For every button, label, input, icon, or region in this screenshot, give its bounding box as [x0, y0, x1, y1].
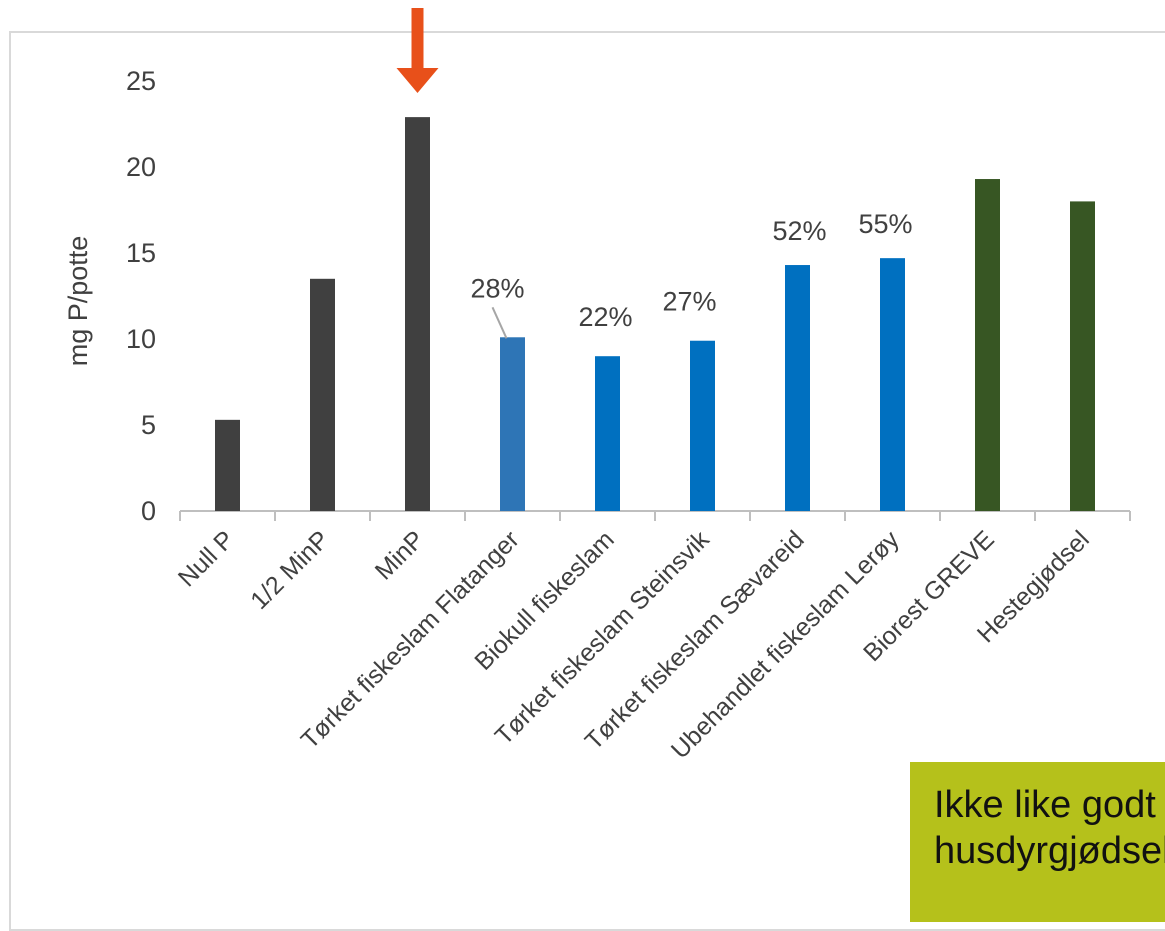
bar: [975, 179, 1000, 512]
callout-line-2: husdyrgjødsel: [934, 830, 1165, 872]
callout-box: Ikke like godt som husdyrgjødsel: [910, 762, 1165, 922]
bar: [880, 258, 905, 511]
y-tick-label: 5: [141, 410, 156, 440]
x-tick-label: Null P: [173, 525, 240, 592]
data-label: 22%: [578, 302, 632, 332]
highlight-arrow-shaft: [411, 8, 424, 68]
callout-line-1: Ikke like godt som: [934, 784, 1165, 826]
x-tick-label: 1/2 MinP: [245, 525, 335, 615]
data-label: 27%: [662, 287, 716, 317]
data-label-leader: [491, 306, 508, 339]
bar: [595, 356, 620, 511]
data-label: 55%: [858, 209, 912, 239]
bar: [1070, 201, 1095, 511]
y-tick-label: 0: [141, 496, 156, 526]
data-label: 52%: [772, 216, 826, 246]
bar: [310, 278, 335, 511]
bar: [785, 265, 810, 511]
highlight-arrow-head: [396, 68, 439, 93]
y-tick-label: 15: [126, 238, 156, 268]
bar: [690, 340, 715, 511]
y-tick-label: 20: [126, 152, 156, 182]
bar: [500, 337, 525, 511]
y-tick-label: 10: [126, 324, 156, 354]
x-tick-label: MinP: [370, 525, 430, 585]
data-label: 28%: [470, 273, 524, 303]
y-tick-label: 25: [126, 66, 156, 96]
y-axis-title: mg P/potte: [63, 236, 93, 367]
bar: [215, 419, 240, 511]
bar: [405, 117, 430, 512]
